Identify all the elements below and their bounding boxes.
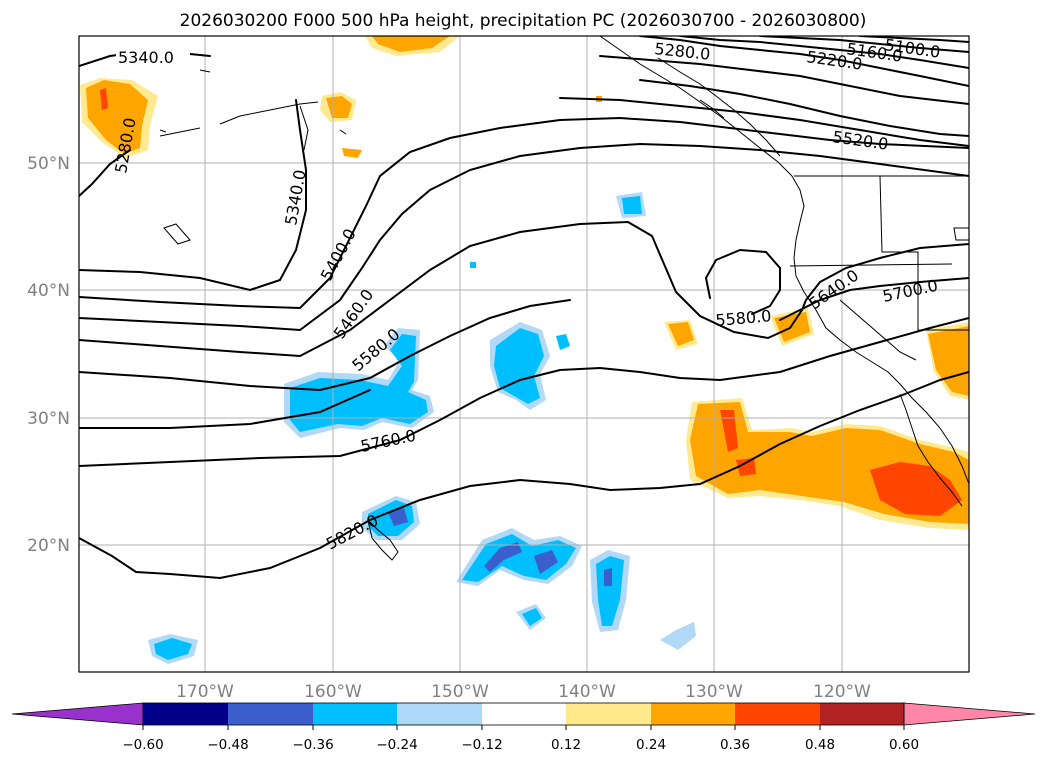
colorbar-extend-min (11, 702, 144, 726)
colorbar-tick-label: 0.24 (636, 737, 666, 753)
colorbar-bin (820, 703, 904, 725)
latitude-labels: 50°N 40°N 30°N 20°N (27, 154, 70, 556)
lon-label-140w: 140°W (558, 682, 616, 702)
colorbar-tick-label: 0.48 (805, 737, 835, 753)
colorbar-tick-label: 0.60 (889, 737, 919, 753)
longitude-labels: 170°W 160°W 150°W 140°W 130°W 120°W (176, 682, 871, 702)
contour-label: 5340.0 (118, 48, 174, 67)
lon-label-160w: 160°W (304, 682, 362, 702)
colorbar-tick-label: −0.48 (207, 737, 248, 753)
contour-labels: 5340.0 5280.0 5340.0 5400.0 5460.0 5580.… (111, 36, 941, 554)
colorbar-bin (228, 703, 313, 725)
colorbar-tick-label: −0.36 (292, 737, 333, 753)
precip-positive-layer (86, 36, 969, 524)
colorbar-bin (313, 703, 397, 725)
colorbar-tick-label: 0.12 (551, 737, 581, 753)
colorbar-tick-label: −0.24 (376, 737, 417, 753)
precip-negative-layer (154, 196, 642, 660)
lon-label-120w: 120°W (813, 682, 871, 702)
colorbar-tick-label: 0.36 (720, 737, 750, 753)
colorbar-bin (566, 703, 651, 725)
colorbar-extend-max (903, 702, 1036, 726)
colorbar-tick-label: −0.12 (461, 737, 502, 753)
lon-label-170w: 170°W (176, 682, 234, 702)
graticule (79, 36, 969, 672)
lat-label-20n: 20°N (27, 536, 70, 556)
lat-label-50n: 50°N (27, 154, 70, 174)
colorbar: −0.60 −0.48 −0.36 −0.24 −0.12 0.12 0.24 … (11, 702, 1036, 753)
lon-label-130w: 130°W (685, 682, 743, 702)
map-frame (78, 35, 970, 673)
height-contours (79, 36, 969, 580)
coastlines (159, 36, 969, 561)
lon-label-150w: 150°W (431, 682, 489, 702)
lat-label-40n: 40°N (27, 281, 70, 301)
contour-label: 5580.0 (715, 306, 772, 330)
colorbar-bin (143, 703, 228, 725)
colorbar-bin (397, 703, 482, 725)
map-area: 5340.0 5280.0 5340.0 5400.0 5460.0 5580.… (79, 36, 969, 672)
colorbar-bin (651, 703, 735, 725)
figure-title: 2026030200 F000 500 hPa height, precipit… (180, 11, 867, 31)
colorbar-tick-label: −0.60 (122, 737, 163, 753)
colorbar-bin (735, 703, 820, 725)
colorbar-bin (482, 703, 566, 725)
lat-label-30n: 30°N (27, 409, 70, 429)
